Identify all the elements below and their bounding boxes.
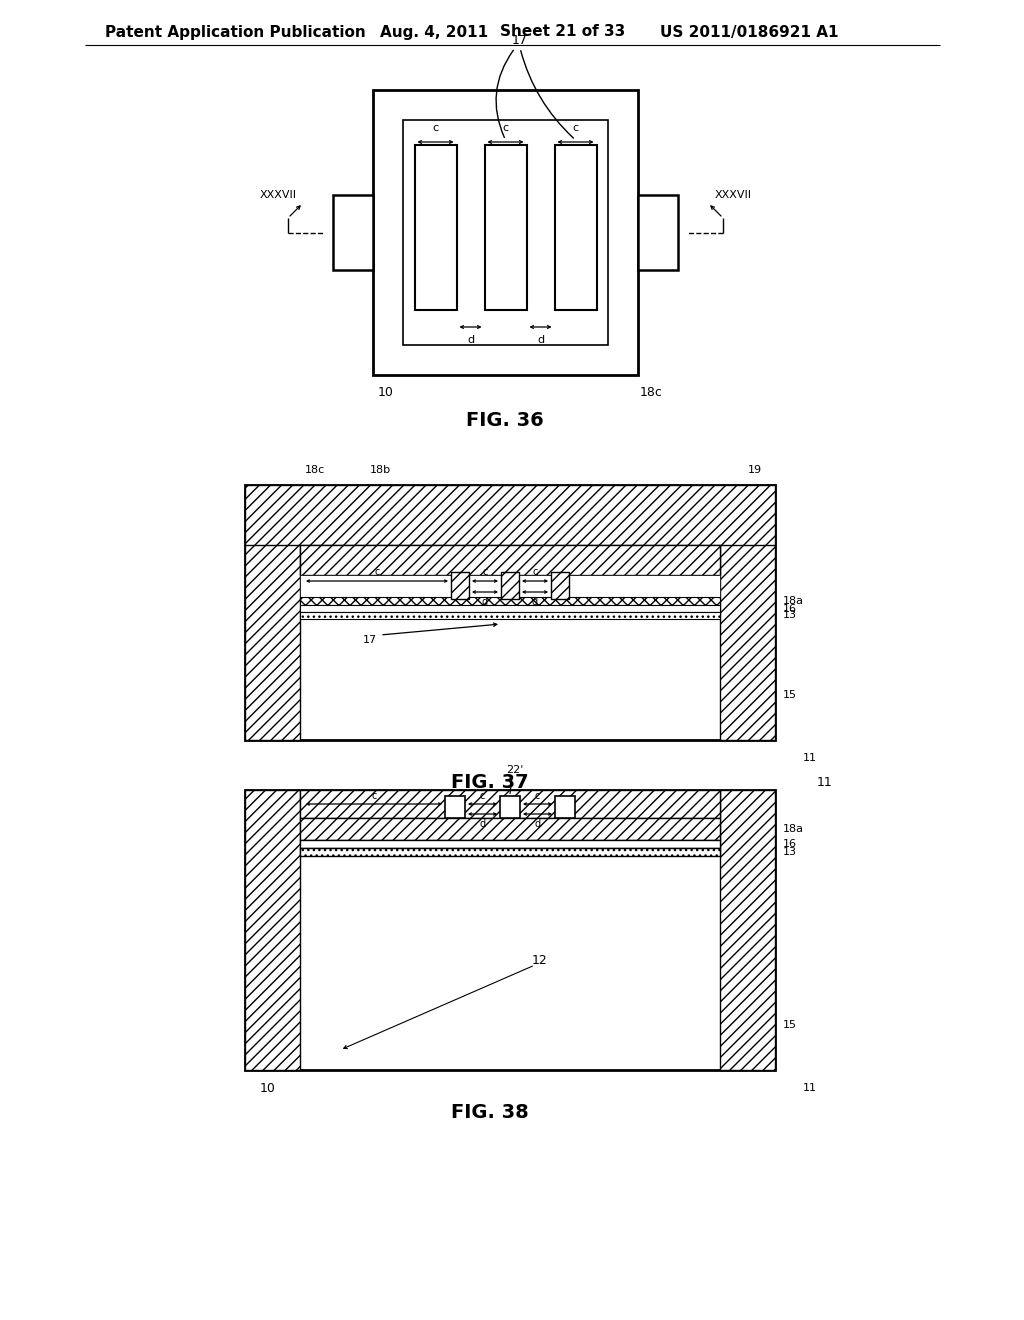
Text: c: c bbox=[480, 791, 485, 801]
Text: Aug. 4, 2011: Aug. 4, 2011 bbox=[380, 25, 488, 40]
Text: 12: 12 bbox=[532, 953, 548, 966]
Text: 16: 16 bbox=[783, 840, 797, 849]
Text: 15: 15 bbox=[783, 690, 797, 700]
Bar bbox=[445, 796, 465, 818]
Text: Patent Application Publication: Patent Application Publication bbox=[105, 25, 366, 40]
Bar bbox=[484, 145, 526, 310]
Text: c: c bbox=[432, 123, 438, 133]
Bar bbox=[333, 195, 373, 271]
Text: c: c bbox=[532, 568, 538, 577]
Bar bbox=[720, 484, 775, 741]
Text: XXXVII: XXXVII bbox=[259, 190, 297, 201]
Text: c: c bbox=[372, 791, 377, 801]
Text: 18c: 18c bbox=[640, 387, 663, 400]
Text: c: c bbox=[572, 123, 579, 133]
Text: 19: 19 bbox=[748, 465, 762, 475]
Text: c: c bbox=[482, 568, 487, 577]
Bar bbox=[403, 120, 608, 345]
Bar bbox=[300, 818, 720, 840]
Bar bbox=[501, 572, 519, 599]
Bar bbox=[451, 572, 469, 599]
Bar bbox=[245, 484, 775, 741]
Text: 11: 11 bbox=[803, 1082, 817, 1093]
Text: 17: 17 bbox=[512, 33, 528, 46]
Bar bbox=[245, 484, 775, 545]
Bar bbox=[300, 605, 720, 612]
Bar bbox=[638, 195, 678, 271]
Bar bbox=[373, 90, 638, 375]
Text: c: c bbox=[375, 568, 380, 577]
Text: 11: 11 bbox=[803, 752, 817, 763]
Text: 10: 10 bbox=[378, 387, 394, 400]
Text: d: d bbox=[482, 597, 488, 607]
Text: 11: 11 bbox=[817, 776, 833, 788]
Bar bbox=[245, 484, 300, 741]
Bar bbox=[300, 576, 720, 597]
Text: d: d bbox=[537, 335, 544, 345]
Text: 13: 13 bbox=[783, 847, 797, 857]
Bar bbox=[500, 796, 520, 818]
Text: c: c bbox=[535, 791, 541, 801]
Bar bbox=[555, 145, 597, 310]
Text: 18a: 18a bbox=[783, 824, 804, 834]
Text: 18a: 18a bbox=[783, 597, 804, 606]
Bar bbox=[245, 789, 775, 1071]
Text: 15: 15 bbox=[783, 1020, 797, 1030]
Bar bbox=[551, 572, 569, 599]
Text: FIG. 36: FIG. 36 bbox=[466, 411, 544, 429]
Bar bbox=[300, 847, 720, 855]
Text: FIG. 38: FIG. 38 bbox=[452, 1102, 528, 1122]
Text: FIG. 37: FIG. 37 bbox=[452, 772, 528, 792]
Text: 10: 10 bbox=[260, 1081, 275, 1094]
Text: d: d bbox=[479, 818, 485, 829]
Bar bbox=[555, 796, 575, 818]
Bar bbox=[415, 145, 457, 310]
Bar bbox=[300, 612, 720, 619]
Bar bbox=[720, 789, 775, 1071]
Text: 17: 17 bbox=[362, 635, 377, 645]
Bar bbox=[245, 789, 300, 1071]
Bar bbox=[300, 789, 720, 818]
Text: Sheet 21 of 33: Sheet 21 of 33 bbox=[500, 25, 626, 40]
Text: c: c bbox=[503, 123, 509, 133]
Text: 18b: 18b bbox=[370, 465, 390, 475]
Text: d: d bbox=[531, 597, 538, 607]
Text: 22': 22' bbox=[506, 766, 523, 775]
Text: d: d bbox=[467, 335, 474, 345]
Text: 18c: 18c bbox=[305, 465, 326, 475]
Bar bbox=[300, 545, 720, 576]
Text: 16: 16 bbox=[783, 603, 797, 614]
Bar bbox=[300, 840, 720, 847]
Bar bbox=[300, 597, 720, 605]
Text: 13: 13 bbox=[783, 610, 797, 620]
Text: XXXVII: XXXVII bbox=[715, 190, 752, 201]
Text: d: d bbox=[535, 818, 541, 829]
Text: US 2011/0186921 A1: US 2011/0186921 A1 bbox=[660, 25, 839, 40]
